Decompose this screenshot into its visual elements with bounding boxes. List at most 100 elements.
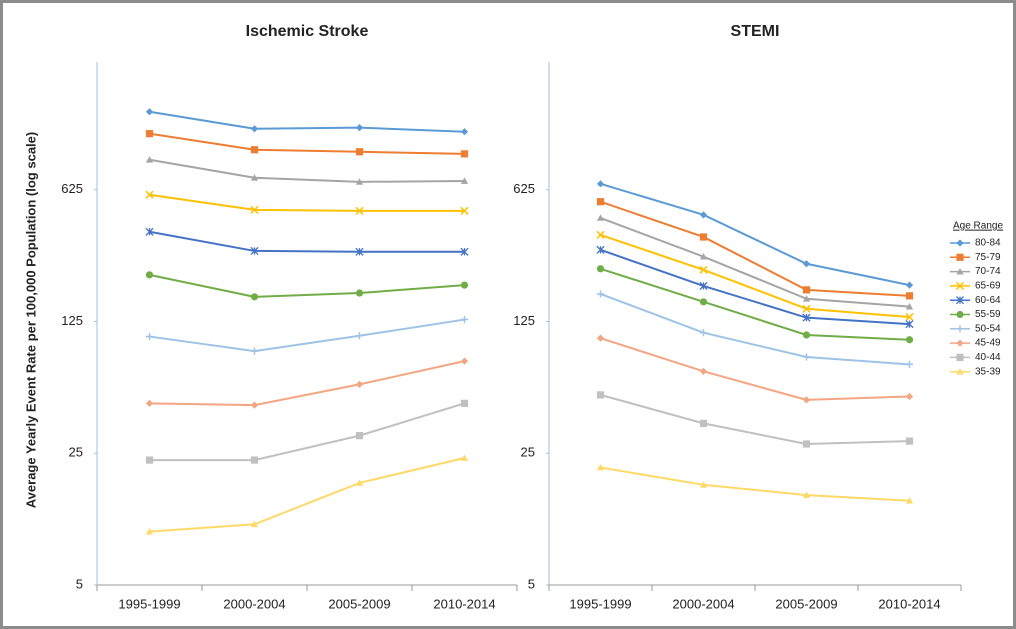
legend-title: Age Range bbox=[953, 221, 1003, 232]
series-line bbox=[149, 110, 465, 133]
data-point bbox=[145, 227, 154, 236]
data-point bbox=[355, 178, 364, 185]
data-point bbox=[802, 313, 811, 322]
data-point bbox=[905, 312, 914, 322]
legend-label: 45-49 bbox=[975, 338, 1001, 349]
x-tick-label: 2000-2004 bbox=[672, 596, 734, 611]
data-point bbox=[699, 281, 708, 291]
data-point bbox=[596, 391, 605, 399]
data-point bbox=[145, 456, 154, 464]
data-point bbox=[250, 401, 259, 409]
data-point bbox=[460, 315, 469, 324]
data-point bbox=[802, 295, 811, 302]
series-line bbox=[149, 360, 465, 407]
legend-swatch-marker bbox=[956, 368, 964, 375]
chart-title: Ischemic Stroke bbox=[246, 23, 369, 40]
data-point bbox=[905, 437, 914, 445]
x-tick-label: 2010-2014 bbox=[433, 596, 495, 611]
data-point bbox=[460, 281, 469, 289]
y-tick-label: 125 bbox=[61, 313, 83, 328]
data-point bbox=[355, 289, 364, 297]
data-point bbox=[699, 419, 708, 427]
data-point bbox=[905, 336, 914, 344]
series-line bbox=[149, 132, 465, 155]
data-point bbox=[905, 302, 914, 310]
y-tick-label: 5 bbox=[528, 576, 535, 591]
data-point bbox=[355, 380, 364, 388]
data-point bbox=[460, 247, 469, 256]
data-point bbox=[802, 396, 811, 404]
data-point bbox=[596, 290, 605, 298]
data-point bbox=[905, 497, 914, 504]
legend-swatch-marker bbox=[956, 268, 964, 275]
data-point bbox=[699, 329, 708, 337]
legend-label: 55-59 bbox=[975, 309, 1001, 320]
data-point bbox=[699, 265, 708, 274]
x-tick-label: 1995-1999 bbox=[118, 596, 180, 611]
legend-swatch-marker bbox=[956, 253, 964, 261]
legend-label: 50-54 bbox=[975, 323, 1001, 334]
data-point bbox=[460, 399, 469, 407]
data-point bbox=[145, 190, 154, 199]
legend-swatch-marker bbox=[955, 281, 965, 291]
data-point bbox=[460, 357, 469, 365]
data-point bbox=[596, 198, 605, 206]
legend-swatch-marker bbox=[956, 353, 964, 361]
data-point bbox=[699, 211, 708, 219]
data-point bbox=[699, 367, 708, 375]
data-point bbox=[596, 334, 605, 342]
data-point bbox=[802, 286, 811, 294]
data-point bbox=[250, 347, 259, 355]
y-tick-label: 125 bbox=[513, 313, 535, 328]
series-line bbox=[600, 182, 910, 287]
data-point bbox=[355, 124, 364, 132]
data-point bbox=[802, 331, 811, 339]
legend-swatch-marker bbox=[956, 339, 964, 347]
data-point bbox=[905, 392, 914, 401]
y-tick-label: 625 bbox=[513, 181, 535, 196]
data-point bbox=[355, 206, 364, 215]
legend-swatch-marker bbox=[955, 296, 965, 305]
legend-swatch-marker bbox=[956, 239, 964, 247]
legend-label: 40-44 bbox=[975, 352, 1001, 363]
series-line bbox=[149, 230, 465, 253]
y-tick-label: 25 bbox=[69, 445, 83, 460]
legend-label: 80-84 bbox=[975, 238, 1001, 249]
y-tick-label: 625 bbox=[61, 181, 83, 196]
series-line bbox=[600, 248, 910, 326]
data-point bbox=[460, 206, 469, 215]
data-point bbox=[145, 130, 154, 138]
x-tick-label: 1995-1999 bbox=[569, 596, 631, 611]
data-point bbox=[699, 298, 708, 306]
y-tick-label: 5 bbox=[76, 576, 83, 591]
series-line bbox=[600, 337, 910, 401]
data-point bbox=[699, 481, 708, 488]
data-point bbox=[250, 520, 259, 528]
data-point bbox=[145, 399, 154, 407]
legend-swatch-marker bbox=[956, 310, 964, 319]
data-point bbox=[802, 304, 811, 313]
data-point bbox=[145, 528, 154, 535]
data-point bbox=[802, 440, 811, 448]
series-line bbox=[149, 402, 465, 462]
data-point bbox=[460, 177, 469, 184]
series-line bbox=[149, 318, 465, 353]
series-line bbox=[600, 466, 910, 502]
series-line bbox=[600, 216, 910, 308]
legend-label: 65-69 bbox=[975, 281, 1001, 292]
legend-label: 75-79 bbox=[975, 252, 1001, 263]
y-axis-label: Average Yearly Event Rate per 100,000 Po… bbox=[23, 132, 38, 508]
series-line bbox=[149, 456, 465, 533]
data-point bbox=[355, 479, 364, 486]
x-tick-label: 2005-2009 bbox=[328, 596, 390, 611]
series-line bbox=[600, 200, 910, 297]
data-point bbox=[596, 463, 605, 471]
data-point bbox=[250, 125, 259, 133]
series-line bbox=[149, 273, 465, 298]
legend-label: 60-64 bbox=[975, 295, 1001, 306]
data-point bbox=[596, 214, 605, 221]
data-point bbox=[905, 360, 914, 369]
data-point bbox=[355, 432, 364, 440]
